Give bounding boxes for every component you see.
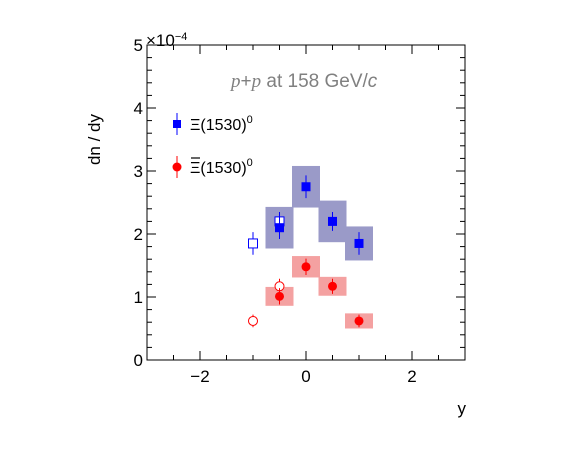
legend-label-anti-xi-star: Ξ(1530)0 (190, 157, 253, 177)
y-axis-title: dn / dy (85, 114, 104, 166)
legend-entry-anti-xi-star: Ξ(1530)0 (172, 156, 253, 178)
y-tick-label: 2 (134, 225, 143, 244)
data-points (248, 175, 364, 328)
collision-annotation: p+p at 158 GeV/c (229, 71, 378, 92)
filled-circle-point (301, 262, 311, 272)
y-tick-label: 0 (134, 351, 143, 370)
x-tick-label: 2 (407, 367, 416, 386)
x-tick-label: −2 (190, 367, 209, 386)
open-square-point (248, 238, 258, 249)
filled-square-point (354, 238, 364, 248)
legend-label-xi-star: Ξ(1530)0 (190, 114, 253, 134)
y-axis-exponent: ×10−4 (146, 31, 187, 50)
legend-entry-xi-star: Ξ(1530)0 (173, 113, 253, 135)
filled-square-point (301, 182, 311, 192)
y-tick-label: 5 (134, 36, 143, 55)
legend: Ξ(1530)0 Ξ(1530)0 (172, 113, 253, 178)
y-tick-label: 3 (134, 162, 143, 181)
x-axis-title: y (458, 399, 467, 418)
axes: −2 0 2 0 1 2 3 4 5 (134, 36, 466, 386)
filled-circle-point (354, 316, 364, 326)
filled-square-point (275, 223, 284, 233)
open-circle-point (248, 315, 258, 326)
y-tick-label: 4 (134, 99, 143, 118)
y-tick-label: 1 (134, 288, 143, 307)
filled-square-point (328, 216, 337, 226)
filled-circle-point (275, 291, 284, 301)
legend-marker-circle (172, 162, 182, 172)
filled-circle-point (328, 281, 337, 291)
legend-marker-square (173, 120, 181, 128)
x-tick-label: 0 (301, 367, 310, 386)
